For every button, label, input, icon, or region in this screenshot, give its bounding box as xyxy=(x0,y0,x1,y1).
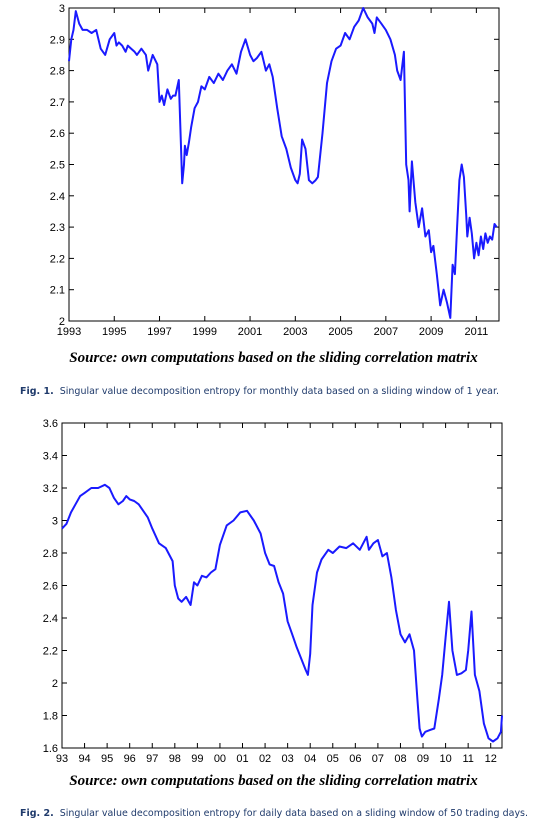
x-tick-label: 2009 xyxy=(419,326,443,338)
y-tick-label: 2.3 xyxy=(50,222,65,234)
chart-1: 2 2.1 2.2 2.3 2.4 2.5 2.6 2.7 2.8 2.9 3 1993 1995 199… xyxy=(50,3,500,338)
x-tick-label: 95 xyxy=(101,753,113,765)
plot-frame-1 xyxy=(68,7,500,322)
y-tick-label: 2.6 xyxy=(43,581,58,593)
figure-label-1: Fig. 1. xyxy=(20,386,54,397)
y-tick-label: 2.2 xyxy=(43,646,58,658)
y-tick-label: 3 xyxy=(52,516,58,528)
y-tick-label: 1.8 xyxy=(43,711,58,723)
x-tick-label: 08 xyxy=(394,753,406,765)
x-tick-label: 00 xyxy=(214,753,226,765)
y-tick-label: 2 xyxy=(52,678,58,690)
source-note-1: Source: own computations based on the sl… xyxy=(69,350,478,366)
x-tick-label: 1997 xyxy=(147,326,171,338)
y-tick-label: 2.5 xyxy=(50,160,65,172)
y-tick-label: 3.2 xyxy=(43,483,58,495)
x-tick-label: 11 xyxy=(462,753,473,765)
x-tick-label: 10 xyxy=(439,753,451,765)
x-tick-label: 02 xyxy=(259,753,271,765)
x-tick-label: 1995 xyxy=(102,326,126,338)
series-line xyxy=(61,483,503,743)
source-note-2: Source: own computations based on the sl… xyxy=(69,773,478,789)
x-tick-label: 97 xyxy=(146,753,158,765)
y-tick-label: 2.4 xyxy=(43,613,58,625)
x-tick-label: 1993 xyxy=(57,326,81,338)
x-tick-label: 01 xyxy=(236,753,248,765)
x-tick-label: 06 xyxy=(349,753,361,765)
series-line xyxy=(68,7,498,319)
figure-caption-text-2: Singular value decomposition entropy for… xyxy=(59,808,529,819)
y-tick-label: 2.2 xyxy=(50,253,65,265)
x-tick-label: 09 xyxy=(417,753,429,765)
y-tick-label: 2.4 xyxy=(50,191,65,203)
x-tick-label: 07 xyxy=(372,753,384,765)
y-tick-label: 2 xyxy=(59,316,65,328)
y-tick-label: 2.8 xyxy=(50,66,65,78)
x-tick-label: 98 xyxy=(169,753,181,765)
y-tick-label: 3.4 xyxy=(43,451,58,463)
x-tick-label: 03 xyxy=(282,753,294,765)
x-tick-label: 2011 xyxy=(465,326,489,338)
figure-caption-1: Fig. 1. Singular value decomposition ent… xyxy=(20,386,499,397)
plot-frame-2 xyxy=(61,422,503,749)
x-tick-label: 05 xyxy=(327,753,339,765)
x-tick-label: 2003 xyxy=(283,326,307,338)
y-tick-label: 2.7 xyxy=(50,97,65,109)
figure-label-2: Fig. 2. xyxy=(20,808,54,819)
x-tick-label: 2001 xyxy=(238,326,262,338)
chart-2: 1.6 1.8 2 2.2 2.4 2.6 2.8 3 3.2 3.4 3.6 93 94 95 96 97 9… xyxy=(43,418,503,765)
x-tick-label: 04 xyxy=(304,753,316,765)
x-tick-label: 1999 xyxy=(193,326,217,338)
x-tick-label: 12 xyxy=(485,753,497,765)
figure-caption-2: Fig. 2. Singular value decomposition ent… xyxy=(20,808,528,819)
y-tick-label: 3 xyxy=(59,3,65,15)
y-tick-label: 2.9 xyxy=(50,34,65,46)
x-tick-label: 96 xyxy=(124,753,136,765)
figure-caption-text-1: Singular value decomposition entropy for… xyxy=(59,386,500,397)
y-tick-label: 2.8 xyxy=(43,548,58,560)
x-tick-label: 94 xyxy=(78,753,90,765)
x-tick-label: 2007 xyxy=(374,326,398,338)
y-tick-label: 1.6 xyxy=(43,743,58,755)
y-tick-label: 2.6 xyxy=(50,128,65,140)
y-tick-label: 2.1 xyxy=(50,285,65,297)
x-tick-label: 93 xyxy=(56,753,68,765)
x-tick-label: 2005 xyxy=(328,326,352,338)
x-tick-label: 99 xyxy=(191,753,203,765)
y-tick-label: 3.6 xyxy=(43,418,58,430)
